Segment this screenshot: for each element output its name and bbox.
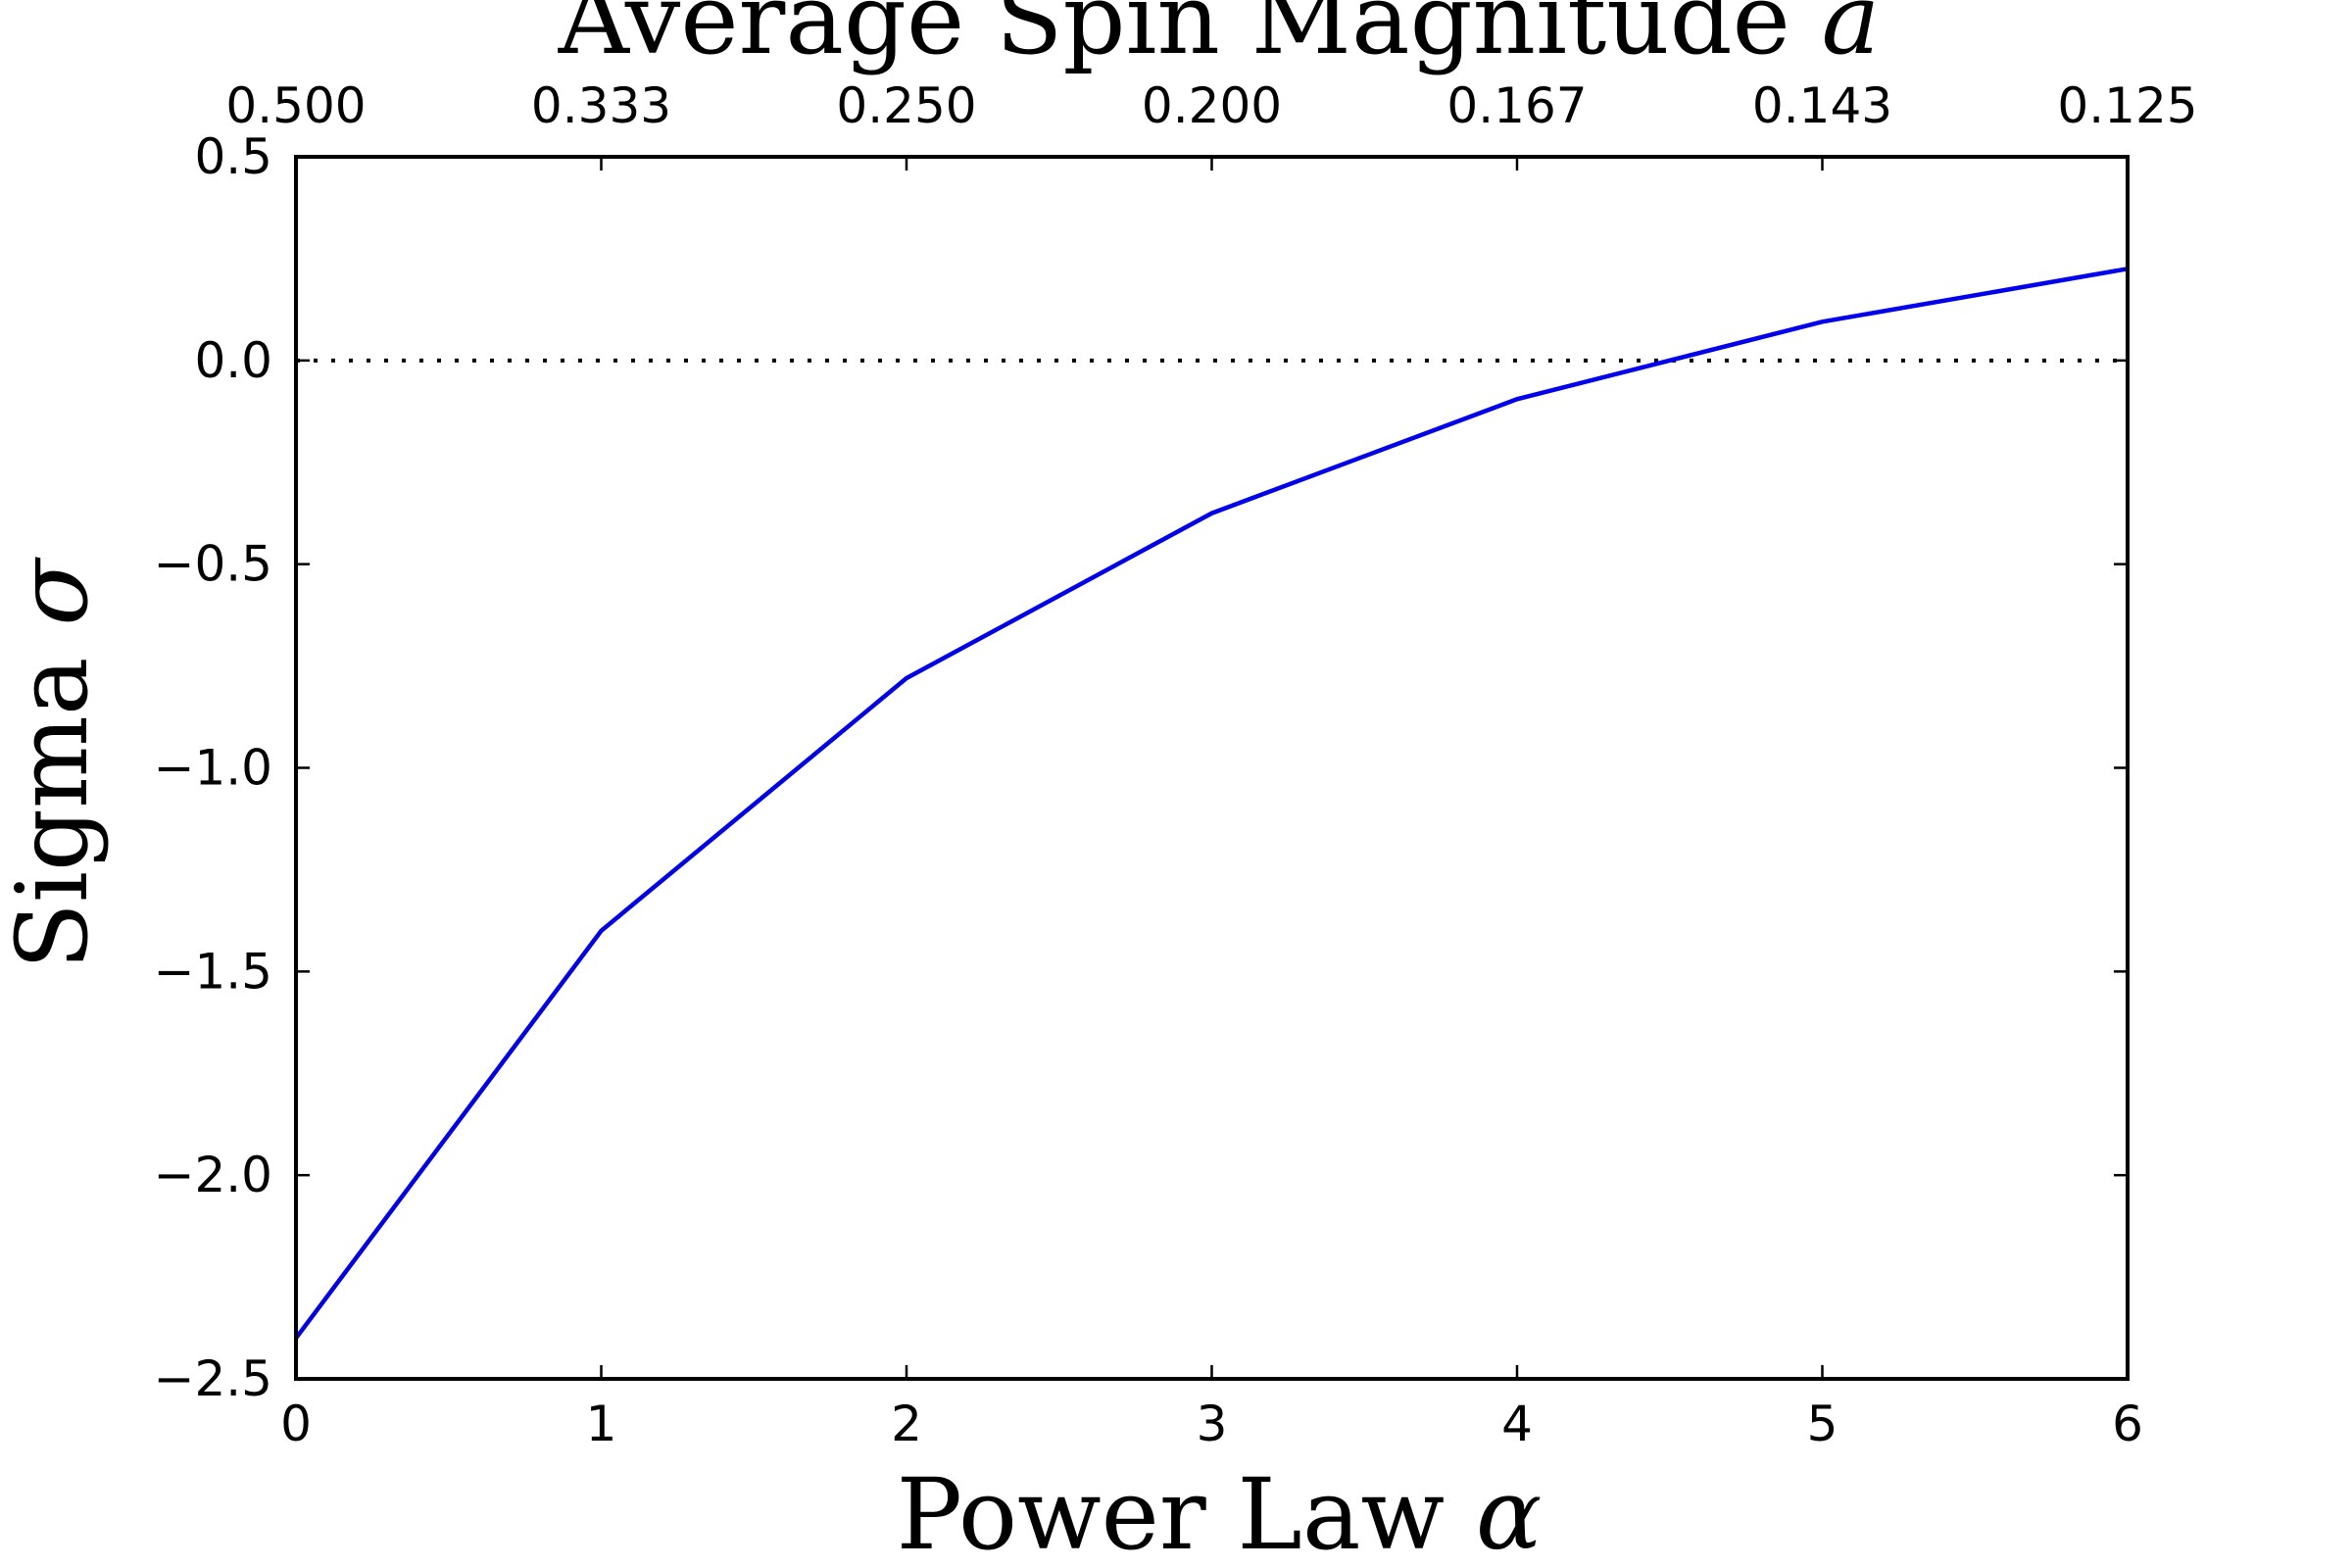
y-tick-label: −0.5: [154, 536, 272, 593]
top-axis-title: Average Spin Magnitude a: [558, 0, 1881, 76]
y-axis-title: Sigma σ: [0, 557, 110, 970]
x-axis-title: Power Law α: [897, 1457, 1543, 1568]
x-tick-label: 2: [891, 1396, 922, 1452]
x-tick-label: 0: [280, 1396, 312, 1452]
x-tick-label: 1: [586, 1396, 617, 1452]
top-x-tick-label: 0.333: [531, 77, 671, 134]
y-tick-label: −2.5: [154, 1350, 272, 1407]
top-x-tick-label: 0.125: [2057, 77, 2197, 134]
x-tick-label: 3: [1197, 1396, 1228, 1452]
series-layer: [294, 267, 2129, 1340]
x-tick-label: 4: [1501, 1396, 1533, 1452]
top-x-tick-label: 0.250: [836, 77, 976, 134]
x-tick-label: 6: [2112, 1396, 2143, 1452]
top-x-tick-label: 0.200: [1142, 77, 1282, 134]
top-x-tick-label: 0.143: [1752, 77, 1892, 134]
top-x-tick-label: 0.167: [1446, 77, 1587, 134]
top-x-tick-label: 0.500: [225, 77, 366, 134]
y-tick-label: 0.5: [194, 128, 272, 185]
series-line-0: [294, 267, 2129, 1340]
ticks-layer: 0 0.500 1 0.333 2 0.250 3 0.200 4 0.167 5 0.143 6 0.1…: [154, 77, 2198, 1452]
x-tick-label: 5: [1807, 1396, 1838, 1452]
plot-frame: [294, 155, 2130, 1381]
y-tick-label: 0.0: [194, 332, 272, 389]
y-tick-label: −2.0: [154, 1147, 272, 1203]
y-tick-label: −1.5: [154, 943, 272, 1000]
y-tick-label: −1.0: [154, 740, 272, 797]
